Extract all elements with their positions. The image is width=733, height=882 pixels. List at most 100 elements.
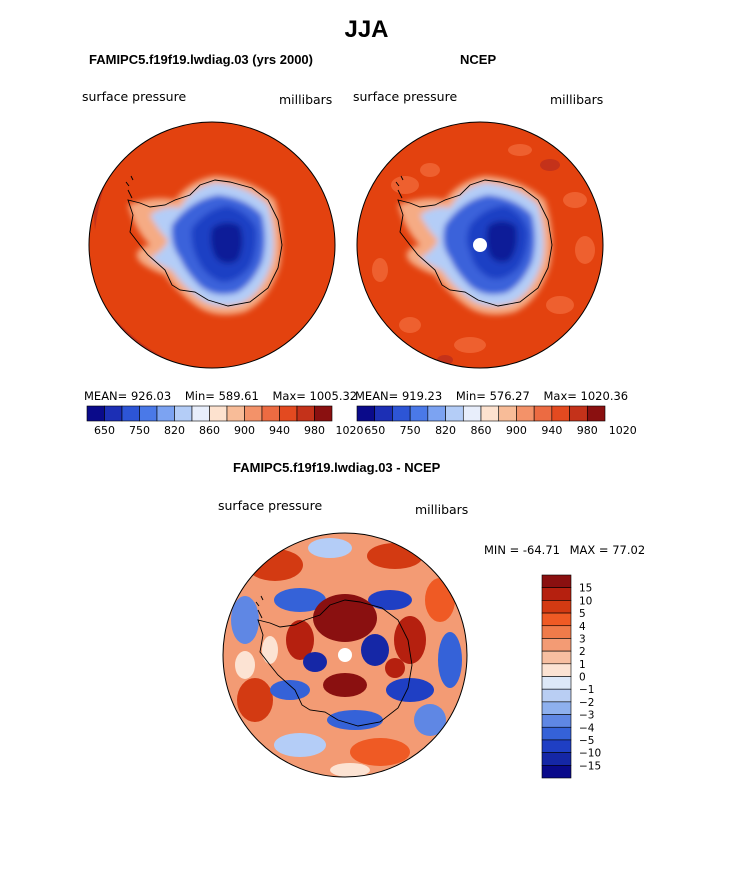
panel2-units: millibars <box>550 92 604 107</box>
colorbar3-tick-label: 3 <box>579 633 586 645</box>
panel1-max-value: 1005.32 <box>309 389 358 403</box>
colorbar2-tick-label: 900 <box>506 424 527 437</box>
colorbar3-tick-label: 4 <box>579 621 586 633</box>
colorbar3-tick-label: 10 <box>579 595 592 607</box>
panel2-stats: MEAN= 919.23 Min= 576.27 Max= 1020.36 <box>355 389 628 403</box>
colorbar1-tick-label: 750 <box>129 424 150 437</box>
panel3-max-value: 77.02 <box>612 543 646 557</box>
panel3-units: millibars <box>415 502 469 517</box>
colorbar3-tick-label: 1 <box>579 659 586 671</box>
map2 <box>357 122 603 368</box>
panel3-variable: surface pressure <box>218 498 323 513</box>
colorbar3-swatch <box>541 587 572 601</box>
colorbar2-swatch <box>409 405 429 422</box>
colorbar3-swatch <box>541 638 572 652</box>
colorbar2-swatch <box>551 405 570 422</box>
map3-coastline <box>257 599 413 727</box>
colorbar3-swatch <box>541 726 572 741</box>
colorbar3-tick-label: −2 <box>579 697 594 709</box>
colorbar2-swatch <box>427 405 446 422</box>
colorbar1-swatch <box>104 405 123 422</box>
colorbar3-swatch <box>541 574 572 588</box>
colorbar2-swatch <box>480 405 500 422</box>
colorbar3-swatch <box>541 739 572 753</box>
panel1-mean-label: MEAN= <box>84 389 128 403</box>
colorbar2-tick-label: 860 <box>471 424 492 437</box>
colorbar1-swatch <box>314 405 333 422</box>
colorbar1-swatch <box>244 405 263 422</box>
panel1-units: millibars <box>279 92 333 107</box>
colorbar1-tick-label: 940 <box>269 424 290 437</box>
panel2-max-value: 1020.36 <box>580 389 629 403</box>
map3-peninsula-tip <box>255 595 264 619</box>
colorbar2-swatch <box>392 405 411 422</box>
colorbar2: 650 750 820 860 900 940 980 1020 <box>356 405 637 437</box>
colorbar1-swatch <box>174 405 193 422</box>
panel2-variable: surface pressure <box>353 89 458 104</box>
map3 <box>223 533 467 777</box>
colorbar1-tick-label: 650 <box>94 424 115 437</box>
panel3-min-label: MIN = <box>484 543 520 557</box>
panel2-title: NCEP <box>460 52 497 67</box>
colorbar3-tick-label: 0 <box>579 672 586 684</box>
panel3-max-label: MAX = <box>569 543 609 557</box>
colorbar1-swatch <box>139 405 158 422</box>
colorbar1-swatch <box>86 405 105 422</box>
colorbar3-tick-label: −3 <box>579 710 594 722</box>
colorbar1-tick-label: 860 <box>199 424 220 437</box>
colorbar3-tick-label: 15 <box>579 583 592 595</box>
colorbar2-swatch <box>586 405 606 422</box>
panel2-mean-value: 919.23 <box>401 389 443 403</box>
colorbar2-tick-label: 980 <box>577 424 598 437</box>
page-title: JJA <box>344 16 389 43</box>
colorbar1-swatch <box>261 405 280 422</box>
panel1-max-label: Max= <box>272 389 306 403</box>
map1-antarctica-field <box>128 176 282 315</box>
colorbar2-swatch <box>374 405 393 422</box>
colorbar1-swatch <box>121 405 140 422</box>
colorbar3-swatch <box>541 688 572 703</box>
colorbar1-swatch <box>296 405 315 422</box>
map2-border <box>356 121 604 369</box>
colorbar2-tick-label: 940 <box>541 424 562 437</box>
panel3-stats: MIN = -64.71 MAX = 77.02 <box>484 543 645 557</box>
colorbar2-tick-label: 650 <box>364 424 385 437</box>
map2-pole-mask <box>473 238 487 252</box>
colorbar3-swatch <box>541 663 572 677</box>
map1-coastline <box>127 179 283 307</box>
colorbar3-swatch <box>541 625 572 639</box>
panel1-min-value: 589.61 <box>218 389 259 403</box>
colorbar3-swatch <box>541 676 572 690</box>
colorbar1-tick-label: 1020 <box>336 424 364 437</box>
colorbar3-tick-label: −10 <box>579 748 601 760</box>
panel1-title: FAMIPC5.f19f19.lwdiag.03 (yrs 2000) <box>89 52 313 67</box>
colorbar1-swatch <box>279 405 298 422</box>
colorbar1-swatch <box>156 405 175 422</box>
panel3-min-value: -64.71 <box>522 543 560 557</box>
colorbar1-swatch <box>226 405 245 422</box>
colorbar2-swatch <box>462 405 482 422</box>
colorbar3-swatch <box>541 701 572 715</box>
colorbar3-swatch <box>541 765 572 779</box>
map1 <box>89 122 335 368</box>
colorbar2-tick-label: 1020 <box>609 424 637 437</box>
panel1-mean-value: 926.03 <box>130 389 172 403</box>
map2-coastline <box>397 179 553 307</box>
map1-peninsula-tip <box>125 175 134 199</box>
colorbar3-swatch <box>541 612 572 627</box>
colorbar2-swatch <box>445 405 464 422</box>
panel2-min-label: Min= <box>455 389 486 403</box>
colorbar2-swatch <box>356 405 376 422</box>
panel2-min-value: 576.27 <box>489 389 530 403</box>
colorbar3-tick-label: −1 <box>579 684 594 696</box>
colorbar3-tick-label: −15 <box>579 760 601 772</box>
colorbar1-tick-label: 900 <box>234 424 255 437</box>
colorbar3-tick-label: −5 <box>579 735 594 747</box>
map3-border <box>222 532 468 778</box>
panel2-mean-label: MEAN= <box>355 389 399 403</box>
colorbar3-tick-label: 5 <box>579 608 586 620</box>
colorbar3-tick-label: −4 <box>579 722 595 734</box>
colorbar3-tick-label: 2 <box>579 646 586 658</box>
colorbar2-swatch <box>533 405 553 422</box>
